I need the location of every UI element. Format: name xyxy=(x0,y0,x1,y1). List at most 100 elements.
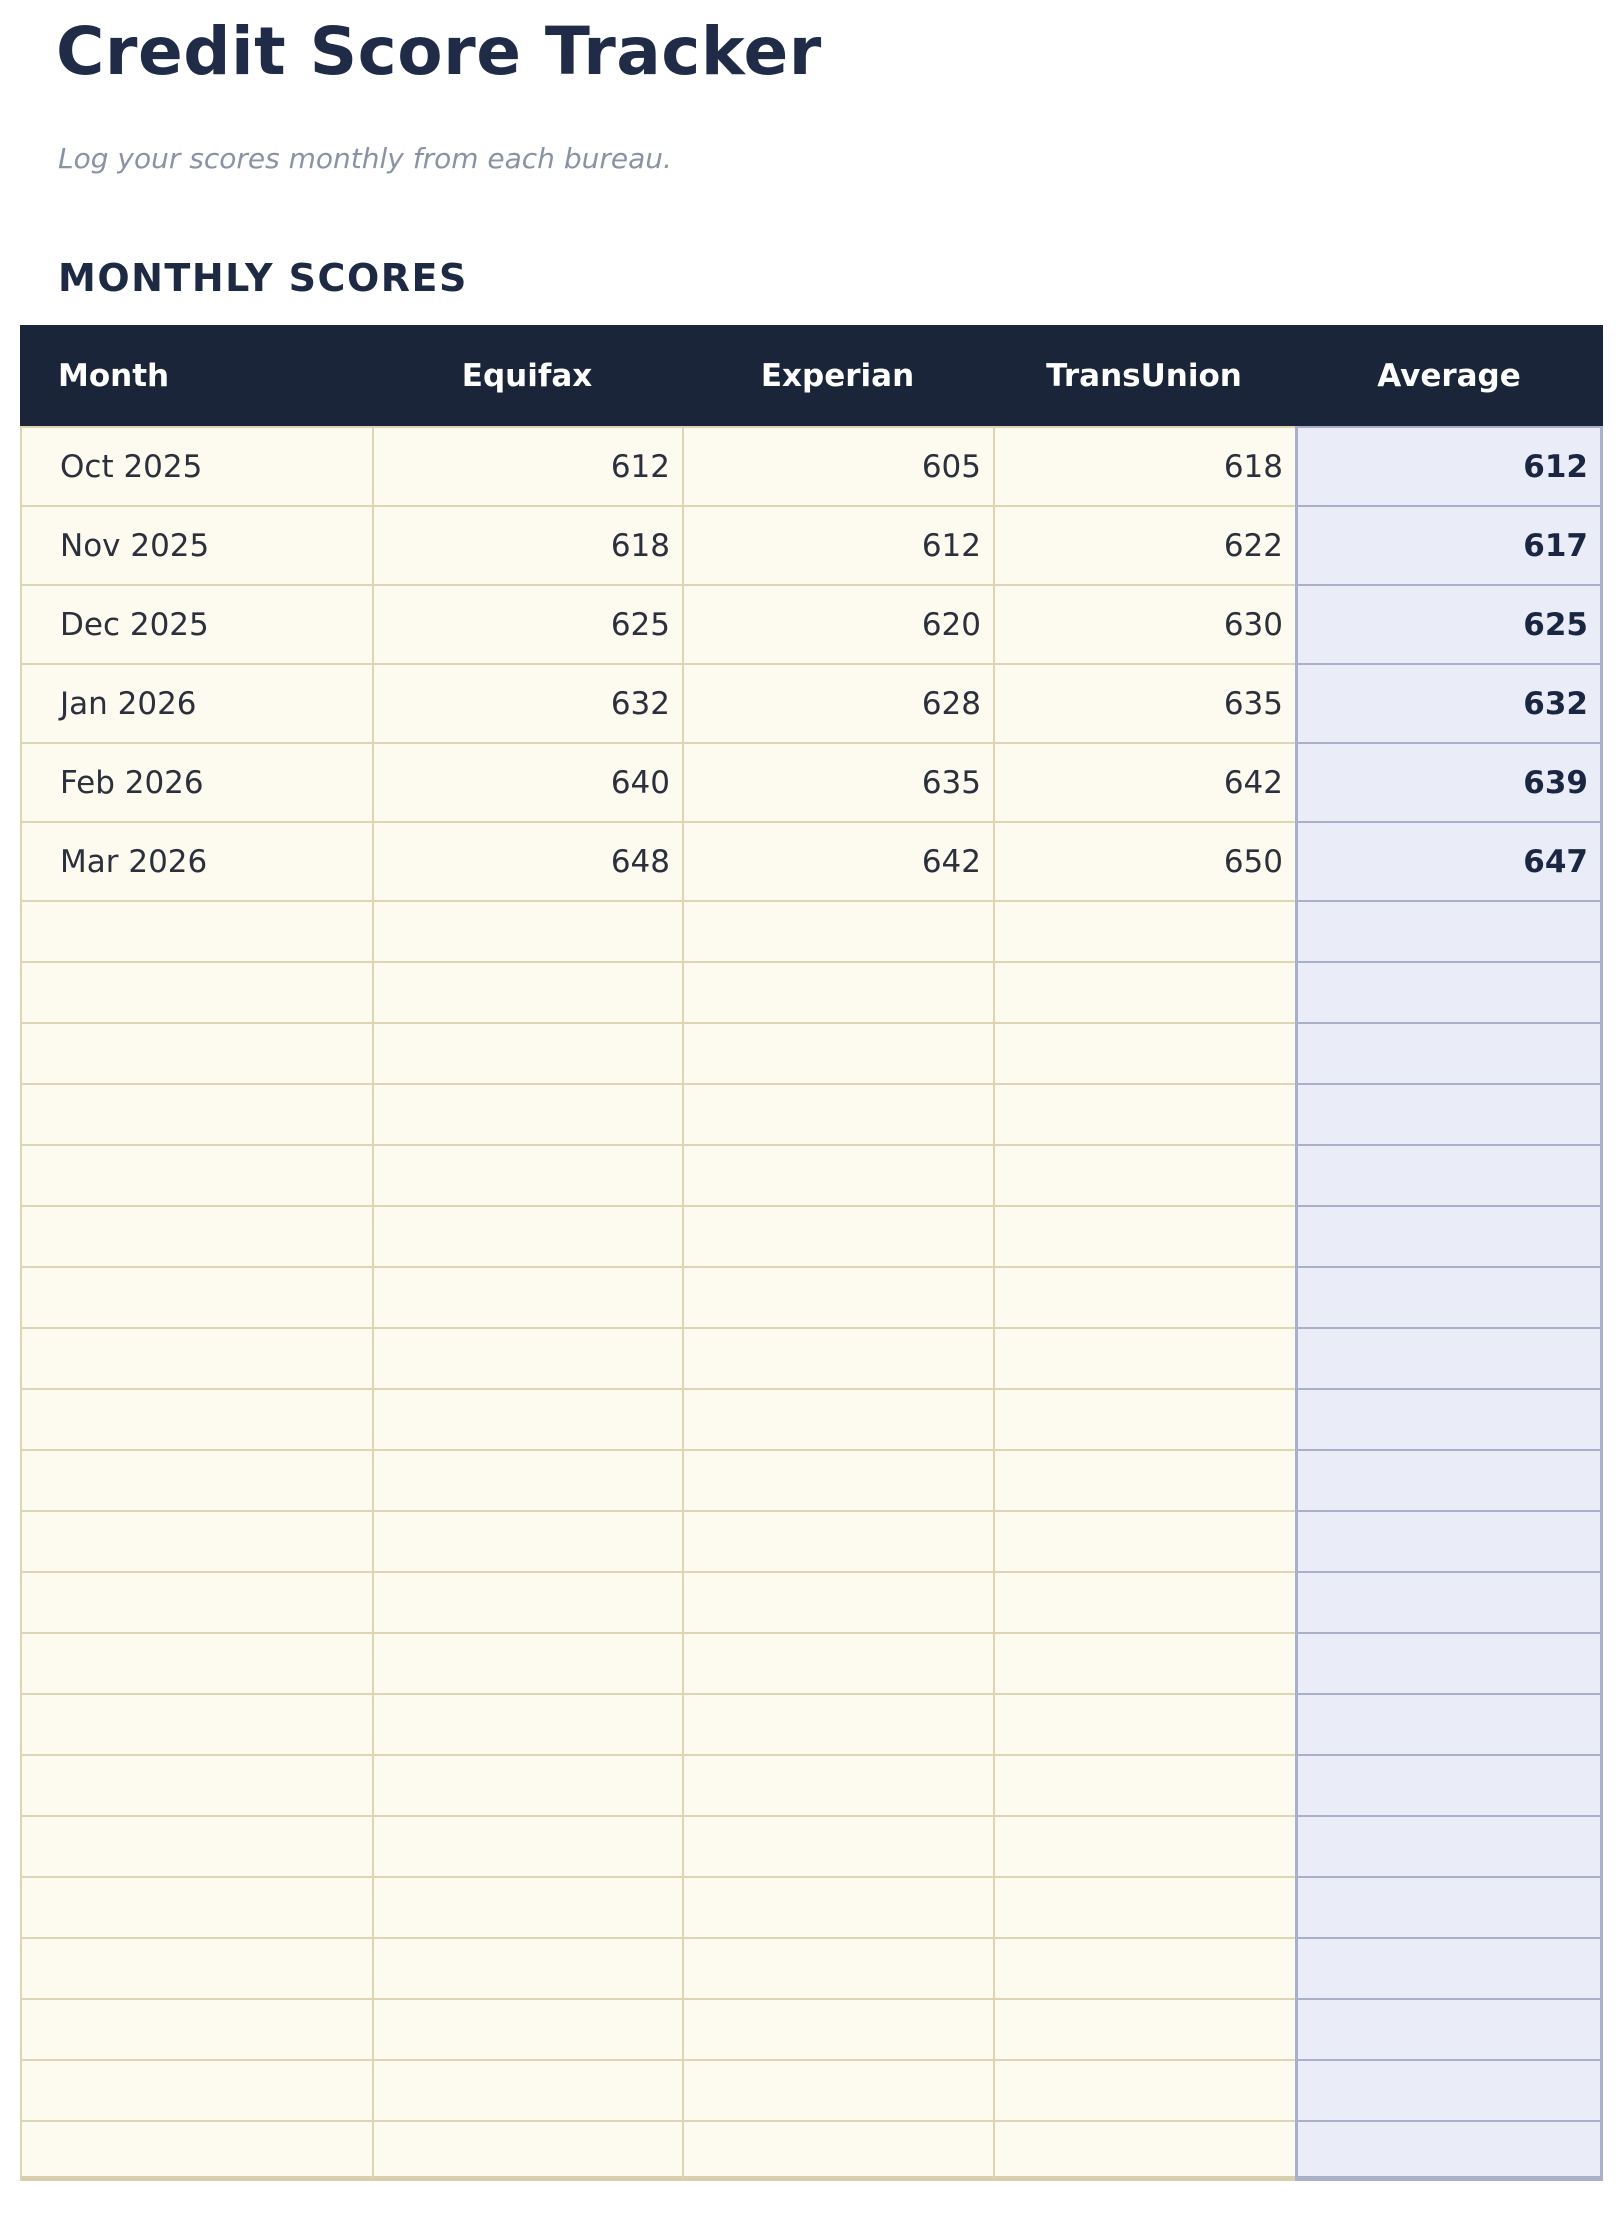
cell-equifax[interactable] xyxy=(372,1693,682,1755)
cell-average[interactable] xyxy=(1295,1754,1603,1816)
cell-experian[interactable] xyxy=(682,1876,993,1938)
cell-average[interactable] xyxy=(1295,1632,1603,1694)
cell-average[interactable]: 632 xyxy=(1295,663,1603,743)
cell-equifax[interactable]: 648 xyxy=(372,821,682,901)
cell-experian[interactable] xyxy=(682,1144,993,1206)
cell-experian[interactable] xyxy=(682,2120,993,2182)
cell-experian[interactable] xyxy=(682,2059,993,2121)
cell-average[interactable] xyxy=(1295,1327,1603,1389)
cell-average[interactable] xyxy=(1295,2059,1603,2121)
cell-experian[interactable] xyxy=(682,1205,993,1267)
cell-experian[interactable] xyxy=(682,1632,993,1694)
cell-month[interactable] xyxy=(20,900,372,962)
cell-experian[interactable] xyxy=(682,1754,993,1816)
cell-transunion[interactable] xyxy=(993,1022,1295,1084)
cell-transunion[interactable] xyxy=(993,1693,1295,1755)
cell-average[interactable] xyxy=(1295,2120,1603,2182)
cell-average[interactable] xyxy=(1295,1266,1603,1328)
cell-equifax[interactable] xyxy=(372,1266,682,1328)
cell-average[interactable] xyxy=(1295,961,1603,1023)
cell-transunion[interactable] xyxy=(993,2059,1295,2121)
cell-experian[interactable] xyxy=(682,1327,993,1389)
cell-transunion[interactable]: 642 xyxy=(993,742,1295,822)
cell-month[interactable]: Feb 2026 xyxy=(20,742,372,822)
cell-equifax[interactable] xyxy=(372,1022,682,1084)
cell-equifax[interactable] xyxy=(372,2059,682,2121)
cell-transunion[interactable] xyxy=(993,1937,1295,1999)
cell-transunion[interactable] xyxy=(993,900,1295,962)
cell-average[interactable] xyxy=(1295,1571,1603,1633)
cell-transunion[interactable] xyxy=(993,1815,1295,1877)
cell-equifax[interactable]: 618 xyxy=(372,505,682,585)
cell-equifax[interactable] xyxy=(372,1876,682,1938)
cell-average[interactable] xyxy=(1295,1937,1603,1999)
cell-equifax[interactable] xyxy=(372,900,682,962)
cell-equifax[interactable] xyxy=(372,1510,682,1572)
cell-month[interactable]: Mar 2026 xyxy=(20,821,372,901)
cell-equifax[interactable] xyxy=(372,1388,682,1450)
cell-equifax[interactable] xyxy=(372,1632,682,1694)
cell-month[interactable] xyxy=(20,1693,372,1755)
cell-equifax[interactable]: 640 xyxy=(372,742,682,822)
cell-month[interactable] xyxy=(20,1571,372,1633)
cell-transunion[interactable] xyxy=(993,2120,1295,2182)
cell-month[interactable] xyxy=(20,961,372,1023)
cell-average[interactable] xyxy=(1295,1205,1603,1267)
cell-experian[interactable] xyxy=(682,1571,993,1633)
cell-transunion[interactable] xyxy=(993,1998,1295,2060)
cell-transunion[interactable]: 622 xyxy=(993,505,1295,585)
cell-equifax[interactable] xyxy=(372,1327,682,1389)
cell-experian[interactable] xyxy=(682,1937,993,1999)
cell-experian[interactable] xyxy=(682,1693,993,1755)
cell-experian[interactable]: 605 xyxy=(682,426,993,506)
cell-experian[interactable] xyxy=(682,1083,993,1145)
cell-equifax[interactable] xyxy=(372,1937,682,1999)
cell-equifax[interactable] xyxy=(372,961,682,1023)
cell-month[interactable]: Nov 2025 xyxy=(20,505,372,585)
cell-average[interactable] xyxy=(1295,1876,1603,1938)
cell-month[interactable] xyxy=(20,1327,372,1389)
cell-average[interactable] xyxy=(1295,900,1603,962)
cell-experian[interactable] xyxy=(682,1388,993,1450)
cell-transunion[interactable] xyxy=(993,1205,1295,1267)
cell-transunion[interactable] xyxy=(993,1144,1295,1206)
cell-month[interactable] xyxy=(20,2120,372,2182)
cell-experian[interactable] xyxy=(682,1449,993,1511)
cell-experian[interactable]: 612 xyxy=(682,505,993,585)
cell-equifax[interactable]: 632 xyxy=(372,663,682,743)
cell-transunion[interactable] xyxy=(993,1388,1295,1450)
cell-equifax[interactable] xyxy=(372,2120,682,2182)
cell-experian[interactable] xyxy=(682,1022,993,1084)
cell-average[interactable]: 612 xyxy=(1295,426,1603,506)
cell-month[interactable]: Dec 2025 xyxy=(20,584,372,664)
cell-transunion[interactable]: 618 xyxy=(993,426,1295,506)
cell-average[interactable]: 639 xyxy=(1295,742,1603,822)
cell-transunion[interactable] xyxy=(993,1632,1295,1694)
cell-equifax[interactable] xyxy=(372,1998,682,2060)
cell-month[interactable] xyxy=(20,1144,372,1206)
cell-average[interactable] xyxy=(1295,1815,1603,1877)
cell-month[interactable] xyxy=(20,1876,372,1938)
cell-average[interactable]: 625 xyxy=(1295,584,1603,664)
cell-month[interactable] xyxy=(20,1083,372,1145)
cell-month[interactable] xyxy=(20,2059,372,2121)
cell-equifax[interactable] xyxy=(372,1815,682,1877)
cell-experian[interactable]: 635 xyxy=(682,742,993,822)
cell-average[interactable] xyxy=(1295,1693,1603,1755)
cell-month[interactable] xyxy=(20,1449,372,1511)
cell-month[interactable] xyxy=(20,1754,372,1816)
cell-experian[interactable] xyxy=(682,900,993,962)
cell-equifax[interactable] xyxy=(372,1205,682,1267)
cell-transunion[interactable] xyxy=(993,1754,1295,1816)
cell-average[interactable] xyxy=(1295,1083,1603,1145)
cell-experian[interactable]: 628 xyxy=(682,663,993,743)
cell-month[interactable] xyxy=(20,1510,372,1572)
cell-transunion[interactable] xyxy=(993,961,1295,1023)
cell-average[interactable] xyxy=(1295,1022,1603,1084)
cell-experian[interactable]: 620 xyxy=(682,584,993,664)
cell-experian[interactable] xyxy=(682,1815,993,1877)
cell-average[interactable] xyxy=(1295,1144,1603,1206)
cell-month[interactable]: Oct 2025 xyxy=(20,426,372,506)
cell-average[interactable] xyxy=(1295,1388,1603,1450)
cell-month[interactable] xyxy=(20,1266,372,1328)
